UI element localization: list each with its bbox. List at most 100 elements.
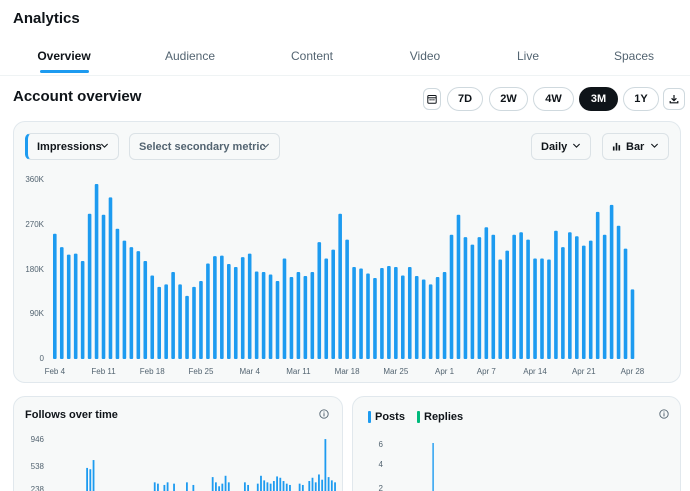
- impressions-bar[interactable]: [282, 258, 287, 359]
- follows-bar[interactable]: [289, 484, 291, 491]
- impressions-bar[interactable]: [206, 263, 210, 359]
- impressions-bar[interactable]: [477, 237, 482, 359]
- impressions-bar[interactable]: [491, 234, 496, 359]
- impressions-bar[interactable]: [595, 211, 600, 359]
- impressions-bar[interactable]: [94, 183, 99, 359]
- follows-bar[interactable]: [321, 479, 324, 491]
- tab-video[interactable]: Video: [409, 49, 441, 63]
- impressions-bar[interactable]: [115, 228, 120, 359]
- info-icon[interactable]: [319, 409, 329, 419]
- tab-audience[interactable]: Audience: [164, 49, 216, 63]
- follows-bar[interactable]: [314, 482, 317, 491]
- impressions-bar[interactable]: [324, 258, 329, 359]
- impressions-bar[interactable]: [87, 213, 92, 359]
- impressions-bar[interactable]: [275, 280, 280, 359]
- legend-replies[interactable]: Replies: [417, 411, 463, 423]
- impressions-bar[interactable]: [616, 225, 621, 359]
- follows-bar[interactable]: [243, 482, 246, 491]
- impressions-bar[interactable]: [609, 204, 614, 359]
- impressions-bar[interactable]: [240, 257, 245, 359]
- impressions-bar[interactable]: [227, 264, 231, 359]
- impressions-bar[interactable]: [157, 286, 161, 359]
- impressions-bar[interactable]: [178, 284, 182, 359]
- follows-bar[interactable]: [263, 480, 266, 491]
- impressions-bar[interactable]: [428, 284, 433, 359]
- impressions-bar[interactable]: [303, 275, 308, 359]
- impressions-bar[interactable]: [512, 234, 516, 359]
- follows-bar[interactable]: [153, 482, 156, 491]
- follows-bar[interactable]: [218, 486, 221, 491]
- impressions-bar[interactable]: [73, 253, 78, 359]
- impressions-bar[interactable]: [233, 267, 238, 359]
- follows-bar[interactable]: [282, 481, 285, 491]
- range-1y-button[interactable]: 1Y: [623, 87, 659, 111]
- tab-content[interactable]: Content: [290, 49, 334, 63]
- impressions-bar[interactable]: [407, 267, 412, 359]
- impressions-bar[interactable]: [470, 244, 475, 359]
- follows-bar[interactable]: [92, 460, 95, 491]
- impressions-bar[interactable]: [345, 239, 349, 359]
- range-4w-button[interactable]: 4W: [533, 87, 574, 111]
- impressions-bar[interactable]: [561, 247, 565, 360]
- impressions-bar[interactable]: [261, 271, 266, 359]
- impressions-bar[interactable]: [401, 275, 405, 359]
- tab-spaces[interactable]: Spaces: [613, 49, 655, 63]
- impressions-bar[interactable]: [484, 227, 489, 359]
- impressions-bar[interactable]: [80, 261, 85, 359]
- impressions-bar[interactable]: [108, 197, 113, 359]
- impressions-bar[interactable]: [53, 233, 57, 359]
- impressions-bar[interactable]: [630, 289, 635, 359]
- impressions-bar[interactable]: [289, 276, 294, 359]
- follows-bar[interactable]: [276, 476, 278, 491]
- impressions-bar[interactable]: [220, 255, 224, 359]
- follows-bar[interactable]: [327, 477, 330, 491]
- follows-bar[interactable]: [227, 482, 230, 491]
- follows-bar[interactable]: [211, 477, 214, 491]
- posts-bar[interactable]: [432, 443, 434, 491]
- impressions-bar[interactable]: [129, 247, 134, 360]
- impressions-bar[interactable]: [575, 236, 579, 359]
- impressions-bar[interactable]: [373, 277, 377, 359]
- impressions-bar[interactable]: [387, 266, 391, 359]
- impressions-bar[interactable]: [533, 258, 537, 359]
- follows-bar[interactable]: [308, 481, 311, 491]
- follows-bar[interactable]: [157, 483, 159, 491]
- impressions-bar[interactable]: [442, 271, 447, 359]
- impressions-bar[interactable]: [150, 275, 155, 359]
- follows-bar[interactable]: [285, 483, 288, 491]
- follows-bar[interactable]: [334, 482, 336, 491]
- impressions-bar[interactable]: [498, 259, 503, 359]
- impressions-bar[interactable]: [519, 232, 523, 359]
- calendar-button[interactable]: [423, 88, 441, 110]
- impressions-bar[interactable]: [317, 242, 322, 359]
- follows-bar[interactable]: [272, 481, 275, 491]
- follows-bar[interactable]: [89, 469, 92, 491]
- impressions-bar[interactable]: [421, 279, 426, 359]
- impressions-bar[interactable]: [352, 267, 356, 359]
- follows-bar[interactable]: [298, 483, 301, 491]
- follows-bar[interactable]: [192, 484, 195, 491]
- impressions-bar[interactable]: [66, 254, 71, 359]
- impressions-bar[interactable]: [380, 268, 384, 359]
- follows-bar[interactable]: [247, 484, 249, 491]
- range-3m-button[interactable]: 3M: [579, 87, 618, 111]
- follows-bar[interactable]: [260, 475, 262, 491]
- download-button[interactable]: [663, 88, 685, 110]
- range-7d-button[interactable]: 7D: [447, 87, 483, 111]
- follows-bar[interactable]: [186, 482, 188, 491]
- follows-bar[interactable]: [86, 467, 88, 491]
- follows-bar[interactable]: [166, 482, 169, 491]
- impressions-bar[interactable]: [463, 237, 468, 359]
- follows-bar[interactable]: [256, 483, 259, 491]
- secondary-metric-select[interactable]: Select secondary metric: [129, 133, 280, 160]
- follows-bar[interactable]: [318, 474, 320, 491]
- impressions-bar[interactable]: [213, 256, 217, 359]
- impressions-bar[interactable]: [547, 259, 551, 359]
- impressions-bar[interactable]: [449, 234, 454, 359]
- impressions-bar[interactable]: [59, 247, 64, 360]
- impressions-bar[interactable]: [623, 248, 628, 359]
- impressions-bar[interactable]: [247, 253, 252, 359]
- impressions-bar[interactable]: [171, 271, 175, 359]
- impressions-bar[interactable]: [366, 273, 370, 359]
- impressions-bar[interactable]: [164, 284, 168, 359]
